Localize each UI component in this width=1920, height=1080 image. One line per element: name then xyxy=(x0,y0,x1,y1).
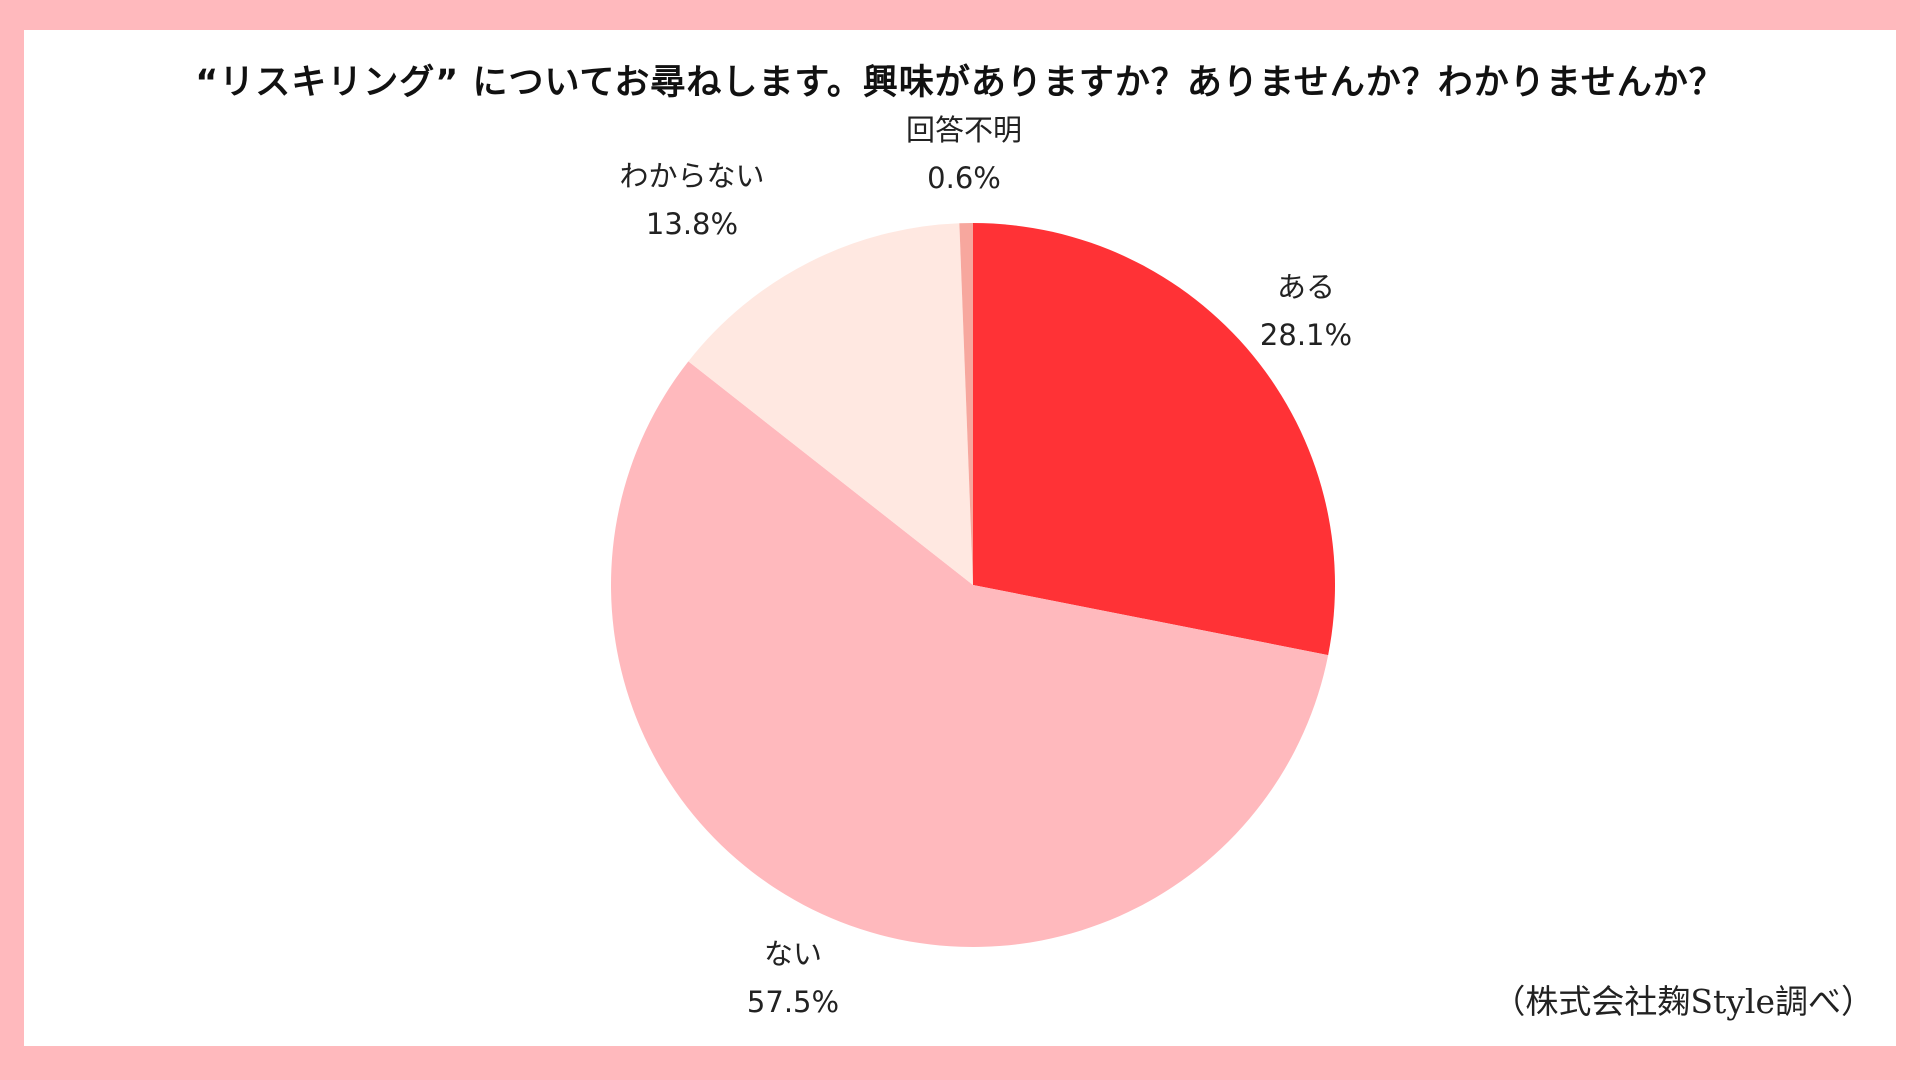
source-credit: （株式会社麹Style調べ） xyxy=(1492,982,1874,1021)
slice-category-label: わからない xyxy=(619,159,764,193)
pie-slice xyxy=(610,361,1329,947)
pie-slice xyxy=(973,223,1335,656)
slice-value-label: 0.6% xyxy=(927,161,1001,195)
pie-slices xyxy=(610,223,1335,947)
slice-category-label: ある xyxy=(1277,270,1335,304)
slice-category-label: ない xyxy=(764,937,822,971)
slice-value-label: 57.5% xyxy=(747,985,839,1019)
pie-slice xyxy=(688,223,973,586)
slice-value-label: 28.1% xyxy=(1260,318,1352,352)
chart-title: “リスキリング” についてお尋ねします。興味がありますか？ありませんか？わかりま… xyxy=(195,63,1725,103)
pie-slice xyxy=(959,223,973,585)
pie-labels: ある 28.1% ない 57.5% わからない 13.8% 回答不明 0.6% xyxy=(619,113,1352,1019)
slice-category-label: 回答不明 xyxy=(906,113,1022,147)
slice-value-label: 13.8% xyxy=(646,207,738,241)
